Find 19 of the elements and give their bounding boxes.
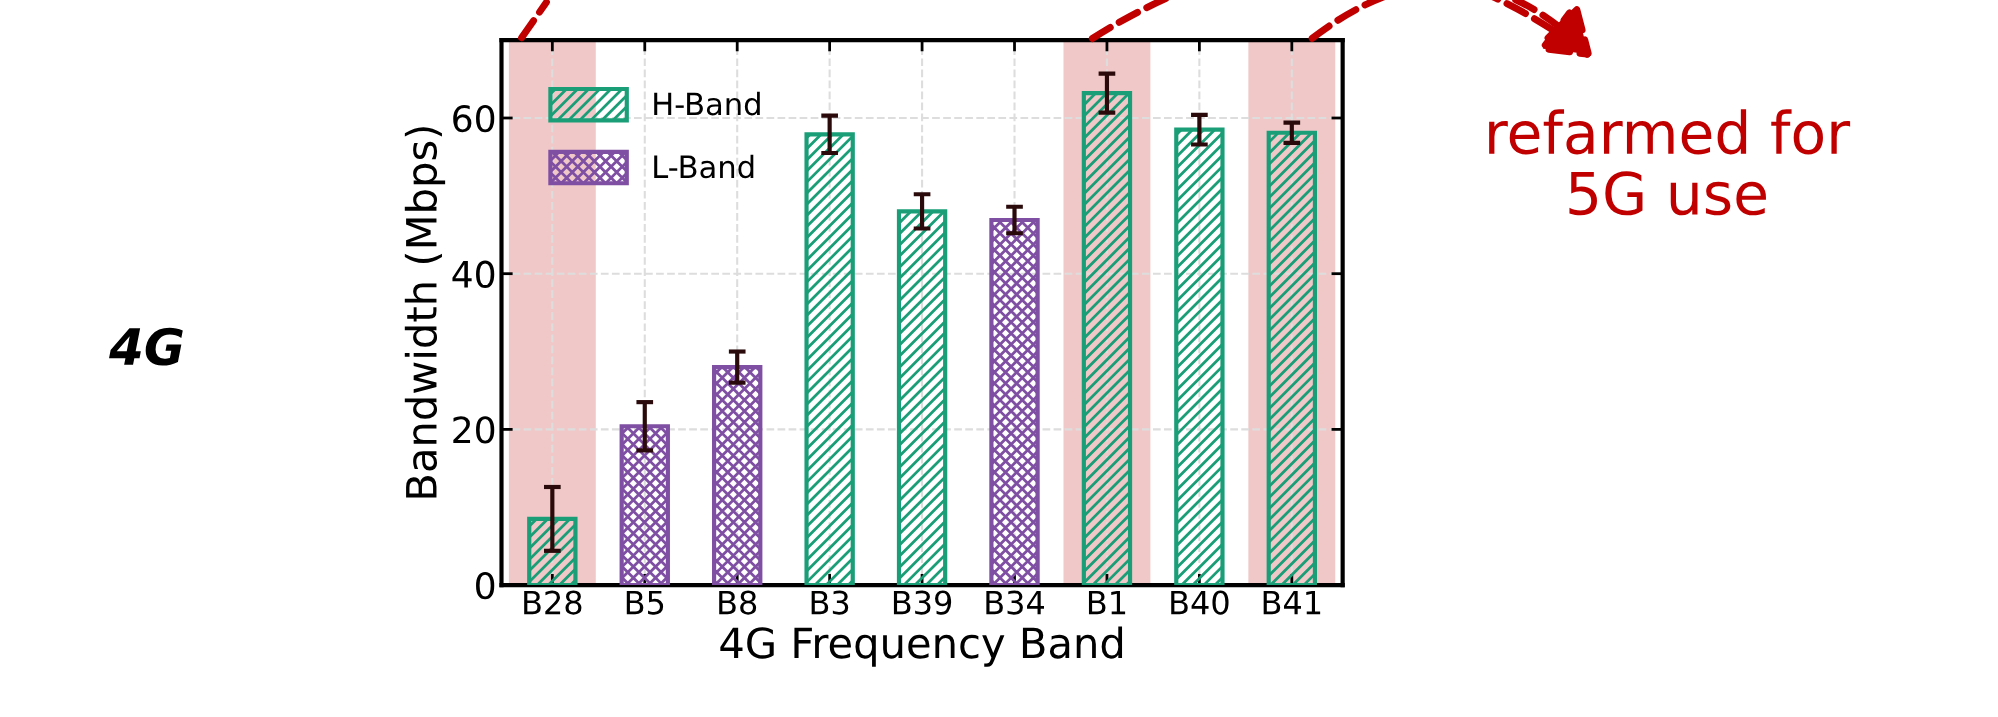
x-tick-label: B8 [719,590,757,615]
x-tick-label: B3 [811,590,849,615]
x-tick-label: B40 [1171,590,1229,615]
y-tick-label: 20 [453,416,495,444]
y-tick-label: 0 [476,571,495,600]
x-tick-label: B5 [626,590,664,615]
y-axis-title: Bandwidth (Mbps) [404,127,446,498]
x-tick-label: B28 [524,590,582,615]
x-tick-label: B1 [1088,590,1126,615]
x-axis-title: 4G Frequency Band [720,626,1123,667]
y-tick-label: 60 [453,104,495,133]
legend-label: H-Band [654,91,760,116]
text: 4G [109,327,183,366]
legend-label: L-Band [654,154,754,179]
y-tick-label: 40 [452,260,495,288]
x-tick-label: B34 [986,590,1044,615]
x-tick-label: B41 [1263,590,1321,615]
text: refarmed for 5G use [1489,109,1851,216]
x-tick-label: B39 [893,590,952,615]
